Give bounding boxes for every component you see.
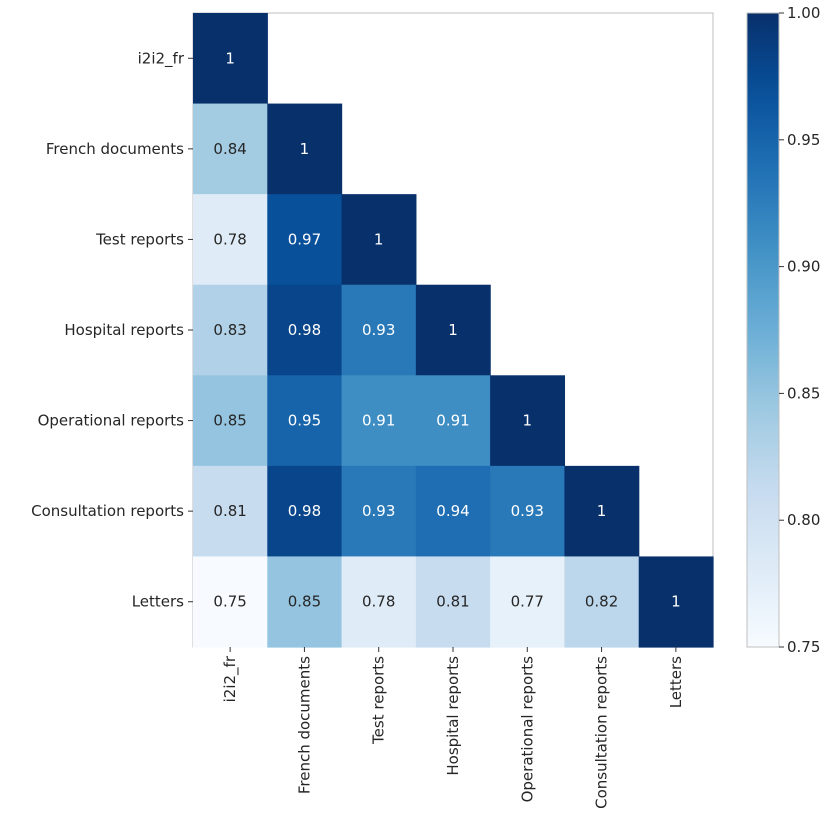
- cell-value-label: 0.93: [362, 502, 395, 520]
- x-axis-labels: i2i2_fr French documents Test reports Hospi…: [221, 647, 685, 809]
- cell-value-label: 0.95: [288, 412, 321, 430]
- y-tick-label: i2i2_fr: [138, 49, 185, 68]
- cell-value-label: 0.78: [213, 230, 246, 248]
- cell-value-label: 0.93: [511, 502, 544, 520]
- cell-value-label: 0.81: [213, 502, 246, 520]
- cell-value-label: 0.84: [213, 140, 246, 158]
- cell-value-label: 1: [225, 49, 235, 67]
- heatmap-cell: [638, 556, 714, 648]
- cell-value-label: 1: [300, 140, 310, 158]
- heatmap-cell: [193, 194, 268, 286]
- cell-value-label: 0.94: [436, 502, 469, 520]
- heatmap-cell: [193, 465, 268, 558]
- cell-value-label: 0.85: [213, 412, 246, 430]
- heatmap-cell: [341, 556, 417, 648]
- colorbar-tick-label: 1.00: [787, 4, 820, 22]
- cell-value-label: 0.77: [511, 593, 544, 611]
- cell-value-label: 0.91: [362, 412, 395, 430]
- colorbar-tick-label: 0.80: [787, 511, 820, 529]
- y-tick-label: French documents: [46, 140, 184, 158]
- y-tick-label: Hospital reports: [64, 321, 184, 339]
- colorbar-tick-label: 0.85: [787, 384, 820, 402]
- heatmap-cell: [193, 375, 268, 467]
- cell-value-label: 0.83: [213, 321, 246, 339]
- cell-value-label: 0.97: [288, 230, 321, 248]
- heatmap-cell: [267, 375, 343, 467]
- cell-value-label: 1: [374, 230, 384, 248]
- heatmap-cells: 1 0.84 1 0.78 0.97 1 0.83 0.98 0.93 1 0.85 0.95 0.91…: [193, 13, 714, 648]
- colorbar-tick-label: 0.75: [787, 638, 820, 656]
- x-tick-label: French documents: [295, 656, 313, 794]
- y-tick-label: Operational reports: [38, 412, 185, 430]
- heatmap-cell: [193, 103, 268, 195]
- x-tick-label: Test reports: [370, 656, 388, 745]
- cell-value-label: 1: [448, 321, 458, 339]
- heatmap-cell: [415, 284, 491, 376]
- x-tick-label: Letters: [667, 656, 685, 708]
- heatmap-cell: [267, 103, 343, 195]
- colorbar-gradient: [746, 12, 780, 648]
- cell-value-label: 0.75: [213, 593, 246, 611]
- cell-value-label: 0.78: [362, 593, 395, 611]
- cell-value-label: 0.81: [436, 593, 469, 611]
- colorbar-tick-label: 0.90: [787, 258, 820, 276]
- cell-value-label: 1: [523, 412, 533, 430]
- heatmap-cell: [564, 556, 640, 648]
- cell-value-label: 1: [671, 593, 681, 611]
- cell-value-label: 0.98: [288, 502, 321, 520]
- heatmap-cell: [415, 465, 491, 558]
- colorbar: 0.75 0.80 0.85 0.90 0.95 1.00: [746, 4, 820, 656]
- heatmap-cell: [341, 375, 417, 467]
- heatmap-cell: [564, 465, 640, 558]
- heatmap-cell: [267, 194, 343, 286]
- colorbar-ticks: 0.75 0.80 0.85 0.90 0.95 1.00: [779, 4, 820, 656]
- heatmap-cell: [267, 465, 343, 558]
- x-tick-label: i2i2_fr: [221, 655, 240, 702]
- heatmap-cell: [415, 375, 491, 467]
- heatmap-cell: [193, 13, 268, 105]
- y-axis-labels: i2i2_fr French documents Test reports Hospi…: [31, 49, 193, 611]
- heatmap-cell: [490, 375, 566, 467]
- cell-value-label: 0.93: [362, 321, 395, 339]
- heatmap-cell: [490, 556, 566, 648]
- x-tick-label: Consultation reports: [593, 656, 611, 809]
- cell-value-label: 0.98: [288, 321, 321, 339]
- x-tick-label: Hospital reports: [444, 656, 462, 776]
- cell-value-label: 0.91: [436, 412, 469, 430]
- colorbar-tick-label: 0.95: [787, 131, 820, 149]
- y-tick-label: Letters: [132, 593, 184, 611]
- heatmap-cell: [490, 465, 566, 558]
- cell-value-label: 0.82: [585, 593, 618, 611]
- heatmap-cell: [193, 284, 268, 376]
- heatmap-cell: [341, 284, 417, 376]
- heatmap-cell: [267, 556, 343, 648]
- heatmap-cell: [267, 284, 343, 376]
- heatmap-cell: [341, 194, 417, 286]
- cell-value-label: 1: [597, 502, 607, 520]
- y-tick-label: Consultation reports: [31, 502, 184, 520]
- cell-value-label: 0.85: [288, 593, 321, 611]
- heatmap-cell: [341, 465, 417, 558]
- x-tick-label: Operational reports: [518, 656, 536, 803]
- y-tick-label: Test reports: [95, 230, 184, 248]
- heatmap-cell: [193, 556, 268, 648]
- heatmap-cell: [415, 556, 491, 648]
